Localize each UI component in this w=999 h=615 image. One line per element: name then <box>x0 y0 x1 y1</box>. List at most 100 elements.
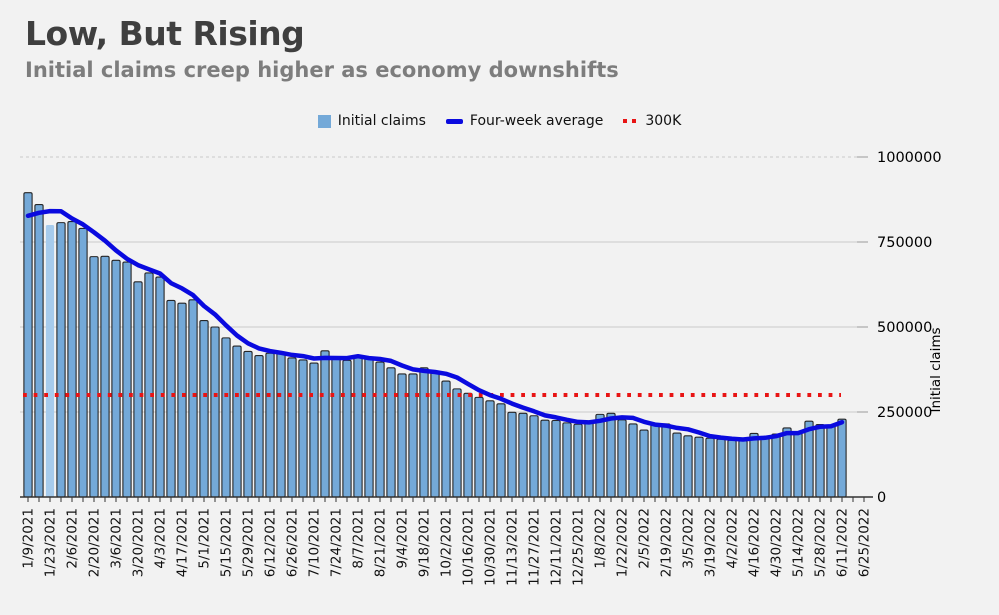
bar-12/11/2021[interactable] <box>551 419 561 498</box>
legend: Initial claims Four-week average 300K <box>0 111 999 131</box>
x-tick-label: 4/16/2022 <box>747 508 763 577</box>
bar-8/21/2021[interactable] <box>375 361 385 498</box>
bar-10/16/2021[interactable] <box>463 392 473 498</box>
x-tick-label: 4/3/2021 <box>153 508 169 569</box>
bar-5/14/2022[interactable] <box>793 432 803 498</box>
bar-3/19/2022[interactable] <box>705 437 715 498</box>
legend-label-300k: 300K <box>645 113 682 129</box>
bar-3/13/2021[interactable] <box>122 261 132 498</box>
bar-4/24/2021[interactable] <box>188 299 198 498</box>
x-tick-label: 5/14/2022 <box>791 508 807 577</box>
bar-4/2/2022[interactable] <box>727 439 737 498</box>
bar-7/17/2021[interactable] <box>320 350 330 498</box>
bar-11/20/2021[interactable] <box>518 412 528 498</box>
bar-3/27/2021[interactable] <box>144 272 154 498</box>
x-tick-label: 3/6/2021 <box>109 508 125 569</box>
bar-8/28/2021[interactable] <box>386 367 396 498</box>
bar-2/26/2022[interactable] <box>672 432 682 498</box>
x-tick-label: 5/29/2021 <box>241 508 257 577</box>
bar-3/5/2022[interactable] <box>683 435 693 498</box>
bar-12/4/2021[interactable] <box>540 419 550 498</box>
bar-10/2/2021[interactable] <box>441 380 451 498</box>
bar-5/8/2021[interactable] <box>210 326 220 498</box>
bar-4/9/2022[interactable] <box>738 440 748 498</box>
bar-4/10/2021[interactable] <box>166 299 176 498</box>
bar-5/1/2021[interactable] <box>199 319 209 498</box>
bar-3/20/2021[interactable] <box>133 281 143 498</box>
bar-4/17/2021[interactable] <box>177 302 187 498</box>
bar-1/15/2022[interactable] <box>606 412 616 498</box>
bar-11/13/2021[interactable] <box>507 411 517 498</box>
x-tick-label: 4/2/2022 <box>725 508 741 569</box>
bar-12/25/2021[interactable] <box>573 423 583 498</box>
bar-2/20/2021[interactable] <box>89 256 99 498</box>
y-tick-label: 250000 <box>877 405 932 421</box>
x-tick-label: 1/8/2022 <box>593 508 609 569</box>
bar-1/23/2021[interactable] <box>45 225 55 497</box>
bar-1/16/2021[interactable] <box>34 204 44 498</box>
bar-6/11/2022[interactable] <box>837 418 847 498</box>
bar-6/4/2022[interactable] <box>826 425 836 498</box>
bar-10/9/2021[interactable] <box>452 388 462 498</box>
x-tick-label: 5/28/2022 <box>813 508 829 577</box>
bar-1/29/2022[interactable] <box>628 423 638 498</box>
bar-10/23/2021[interactable] <box>474 396 484 498</box>
four-week-average-swatch-icon <box>445 118 463 124</box>
bar-7/31/2021[interactable] <box>342 359 352 498</box>
bar-6/26/2021[interactable] <box>287 357 297 498</box>
bar-5/22/2021[interactable] <box>232 345 242 498</box>
bar-3/6/2021[interactable] <box>111 259 121 498</box>
x-tick-label: 7/10/2021 <box>307 508 323 577</box>
bar-5/15/2021[interactable] <box>221 337 231 498</box>
bar-6/5/2021[interactable] <box>254 355 264 498</box>
bar-3/26/2022[interactable] <box>716 438 726 498</box>
bar-1/22/2022[interactable] <box>617 419 627 498</box>
legend-item-300k: 300K <box>623 113 681 129</box>
bar-4/30/2022[interactable] <box>771 433 781 498</box>
bar-7/3/2021[interactable] <box>298 359 308 498</box>
bar-7/24/2021[interactable] <box>331 357 341 498</box>
bar-6/12/2021[interactable] <box>265 352 275 498</box>
bar-2/5/2022[interactable] <box>639 429 649 498</box>
bar-9/18/2021[interactable] <box>419 367 429 498</box>
bar-1/30/2021[interactable] <box>56 222 66 498</box>
bar-11/6/2021[interactable] <box>496 403 506 498</box>
bar-2/19/2022[interactable] <box>661 423 671 498</box>
bars-group <box>23 192 847 498</box>
bar-4/16/2022[interactable] <box>749 432 759 498</box>
bar-5/29/2021[interactable] <box>243 350 253 498</box>
x-tick-label: 10/2/2021 <box>439 508 455 577</box>
bar-2/27/2021[interactable] <box>100 255 110 498</box>
bar-1/9/2021[interactable] <box>23 192 33 498</box>
bar-9/4/2021[interactable] <box>397 373 407 498</box>
x-tick-label: 2/19/2022 <box>659 508 675 577</box>
legend-item-initial-claims: Initial claims <box>317 113 426 129</box>
bar-9/25/2021[interactable] <box>430 371 440 498</box>
bar-9/11/2021[interactable] <box>408 373 418 498</box>
bar-2/13/2021[interactable] <box>78 227 88 498</box>
legend-item-four-week-average: Four-week average <box>445 113 603 129</box>
x-tick-label: 6/12/2021 <box>263 508 279 577</box>
bar-2/12/2022[interactable] <box>650 424 660 498</box>
bar-2/6/2021[interactable] <box>67 221 77 498</box>
bar-4/23/2022[interactable] <box>760 436 770 498</box>
bar-4/3/2021[interactable] <box>155 276 165 498</box>
bar-1/8/2022[interactable] <box>595 413 605 498</box>
bar-7/10/2021[interactable] <box>309 362 319 498</box>
bar-11/27/2021[interactable] <box>529 415 539 498</box>
x-tick-label: 10/30/2021 <box>483 508 499 586</box>
bar-5/28/2022[interactable] <box>815 424 825 498</box>
bar-1/1/2022[interactable] <box>584 421 594 498</box>
four-week-average-line <box>25 208 845 442</box>
x-tick-label: 4/17/2021 <box>175 508 191 577</box>
page-subtitle: Initial claims creep higher as economy d… <box>25 58 619 82</box>
bar-12/18/2021[interactable] <box>562 422 572 498</box>
bar-10/30/2021[interactable] <box>485 400 495 498</box>
bar-3/12/2022[interactable] <box>694 436 704 498</box>
bar-5/7/2022[interactable] <box>782 427 792 498</box>
bar-6/19/2021[interactable] <box>276 352 286 498</box>
bar-8/14/2021[interactable] <box>364 357 374 498</box>
x-tick-label: 12/11/2021 <box>549 508 565 586</box>
x-tick-label: 1/23/2021 <box>43 508 59 577</box>
bar-8/7/2021[interactable] <box>353 355 363 498</box>
